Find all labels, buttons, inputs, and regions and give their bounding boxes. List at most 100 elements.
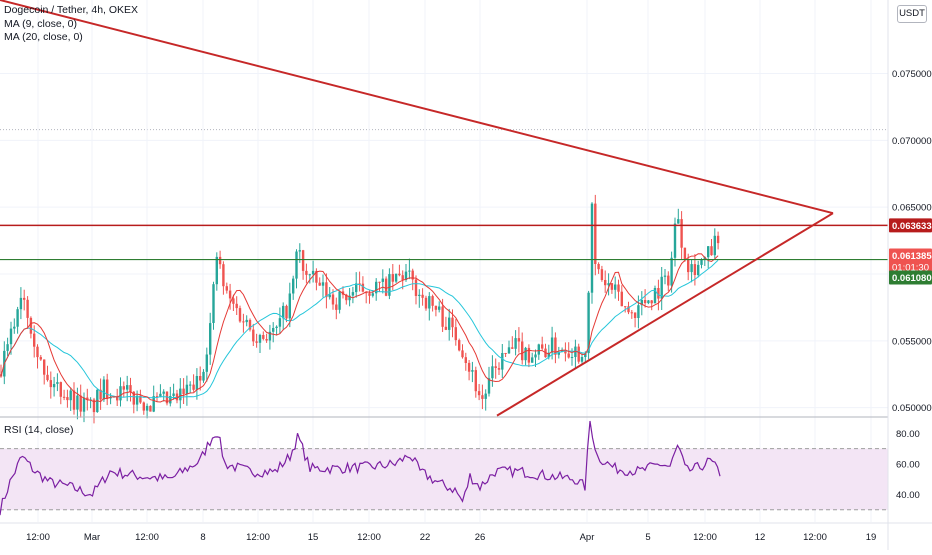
candle-body [414, 279, 418, 296]
candle-body [335, 304, 338, 310]
candle-body [116, 396, 119, 401]
candle-body [401, 275, 404, 280]
candle-body [388, 274, 391, 296]
candle-body [199, 376, 202, 381]
candles [0, 194, 720, 424]
candle-body [431, 296, 434, 306]
candle-body [550, 337, 554, 353]
candle-body [361, 283, 365, 292]
time-tick-label: Mar [84, 532, 100, 543]
candle-body [690, 264, 693, 273]
time-tick-label: 19 [866, 532, 877, 543]
time-tick-label: 12:00 [26, 532, 50, 543]
drawings[interactable] [0, 0, 888, 417]
candle-body [52, 384, 56, 388]
candle-body [278, 318, 282, 327]
candle-body [202, 371, 205, 381]
candle-body [477, 391, 481, 396]
candle-body [375, 281, 378, 294]
resistance-price-tag-bg [889, 218, 932, 233]
candle-body [238, 308, 242, 322]
candle-body [9, 328, 13, 345]
candle-body [481, 395, 484, 399]
price-tick-label: 0.065000 [892, 203, 932, 214]
candle-body [66, 397, 69, 401]
candle-body [474, 370, 477, 392]
ma9-legend[interactable]: MA (9, close, 0) [4, 17, 77, 30]
candle-body [428, 296, 431, 309]
currency-button[interactable]: USDT [897, 5, 927, 23]
candle-body [288, 293, 291, 319]
candle-body [438, 306, 441, 310]
ascending-trendline [496, 212, 834, 417]
candle-body [491, 366, 494, 379]
candle-body [59, 382, 62, 397]
candle-body [285, 305, 288, 319]
time-tick-label: 12:00 [693, 532, 717, 543]
last-price-tag-bg [889, 248, 932, 275]
rsi-legend[interactable]: RSI (14, close) [4, 424, 74, 436]
candle-body [62, 396, 66, 398]
candle-body [179, 388, 182, 401]
candle-body [189, 384, 192, 386]
candle-body [29, 317, 33, 334]
candle-body [195, 376, 199, 390]
candle-body [567, 353, 570, 358]
support-price-tag-bg [889, 270, 932, 285]
candle-body [245, 319, 248, 323]
candle-body [580, 357, 584, 362]
last-price-tag-text: 0.061385 [892, 251, 932, 262]
candle-body [604, 280, 607, 286]
candle-body [345, 294, 348, 301]
candle-body [673, 223, 677, 258]
candle-body [663, 275, 667, 277]
time-axis[interactable]: 12:00 Mar 12:00 8 12:00 15 12:00 22 26 Apr 5 12:00 1… [26, 532, 876, 543]
candle-body [537, 344, 540, 355]
candle-body [82, 397, 86, 412]
candle-body [577, 346, 580, 362]
candle-body [371, 293, 374, 296]
candle-body [139, 395, 142, 403]
rsi-axis[interactable]: 40.00 60.00 80.00 [896, 429, 920, 501]
candle-body [594, 203, 597, 264]
candle-body [627, 306, 630, 313]
candle-body [26, 299, 29, 318]
candle-body [458, 340, 461, 351]
candle-body [667, 275, 670, 286]
candle-body [633, 312, 637, 318]
symbol-title[interactable]: Dogecoin / Tether, 4h, OKEX [4, 4, 139, 16]
rsi-band [0, 448, 888, 510]
candle-body [258, 335, 262, 343]
candle-body [255, 341, 258, 343]
candle-body [122, 386, 125, 390]
candle-body [315, 270, 318, 283]
candle-body [570, 357, 574, 358]
candle-body [132, 391, 135, 405]
candle-body [687, 259, 690, 273]
candle-body [600, 269, 604, 280]
candle-body [448, 317, 451, 330]
candle-body [215, 256, 218, 285]
ma20-legend[interactable]: MA (20, close, 0) [4, 31, 83, 43]
candle-body [305, 270, 308, 275]
candle-body [501, 353, 504, 370]
chart-legend: Dogecoin / Tether, 4h, OKEX MA (9, close… [4, 4, 138, 45]
candle-body [159, 393, 162, 398]
candle-body [165, 391, 169, 404]
candle-body [311, 270, 315, 275]
candle-body [653, 288, 657, 304]
price-tick-label: 0.070000 [892, 136, 932, 147]
candle-body [693, 264, 697, 275]
time-tick-label: 8 [200, 532, 205, 543]
candle-body [218, 256, 222, 265]
price-grid [0, 0, 888, 522]
candle-body [222, 264, 225, 287]
candle-body [534, 354, 537, 358]
candle-body [630, 312, 633, 314]
time-tick-label: 12:00 [135, 532, 159, 543]
moving-averages [0, 253, 719, 403]
candle-body [378, 281, 381, 283]
candle-body [411, 270, 414, 280]
candle-body [275, 326, 278, 328]
